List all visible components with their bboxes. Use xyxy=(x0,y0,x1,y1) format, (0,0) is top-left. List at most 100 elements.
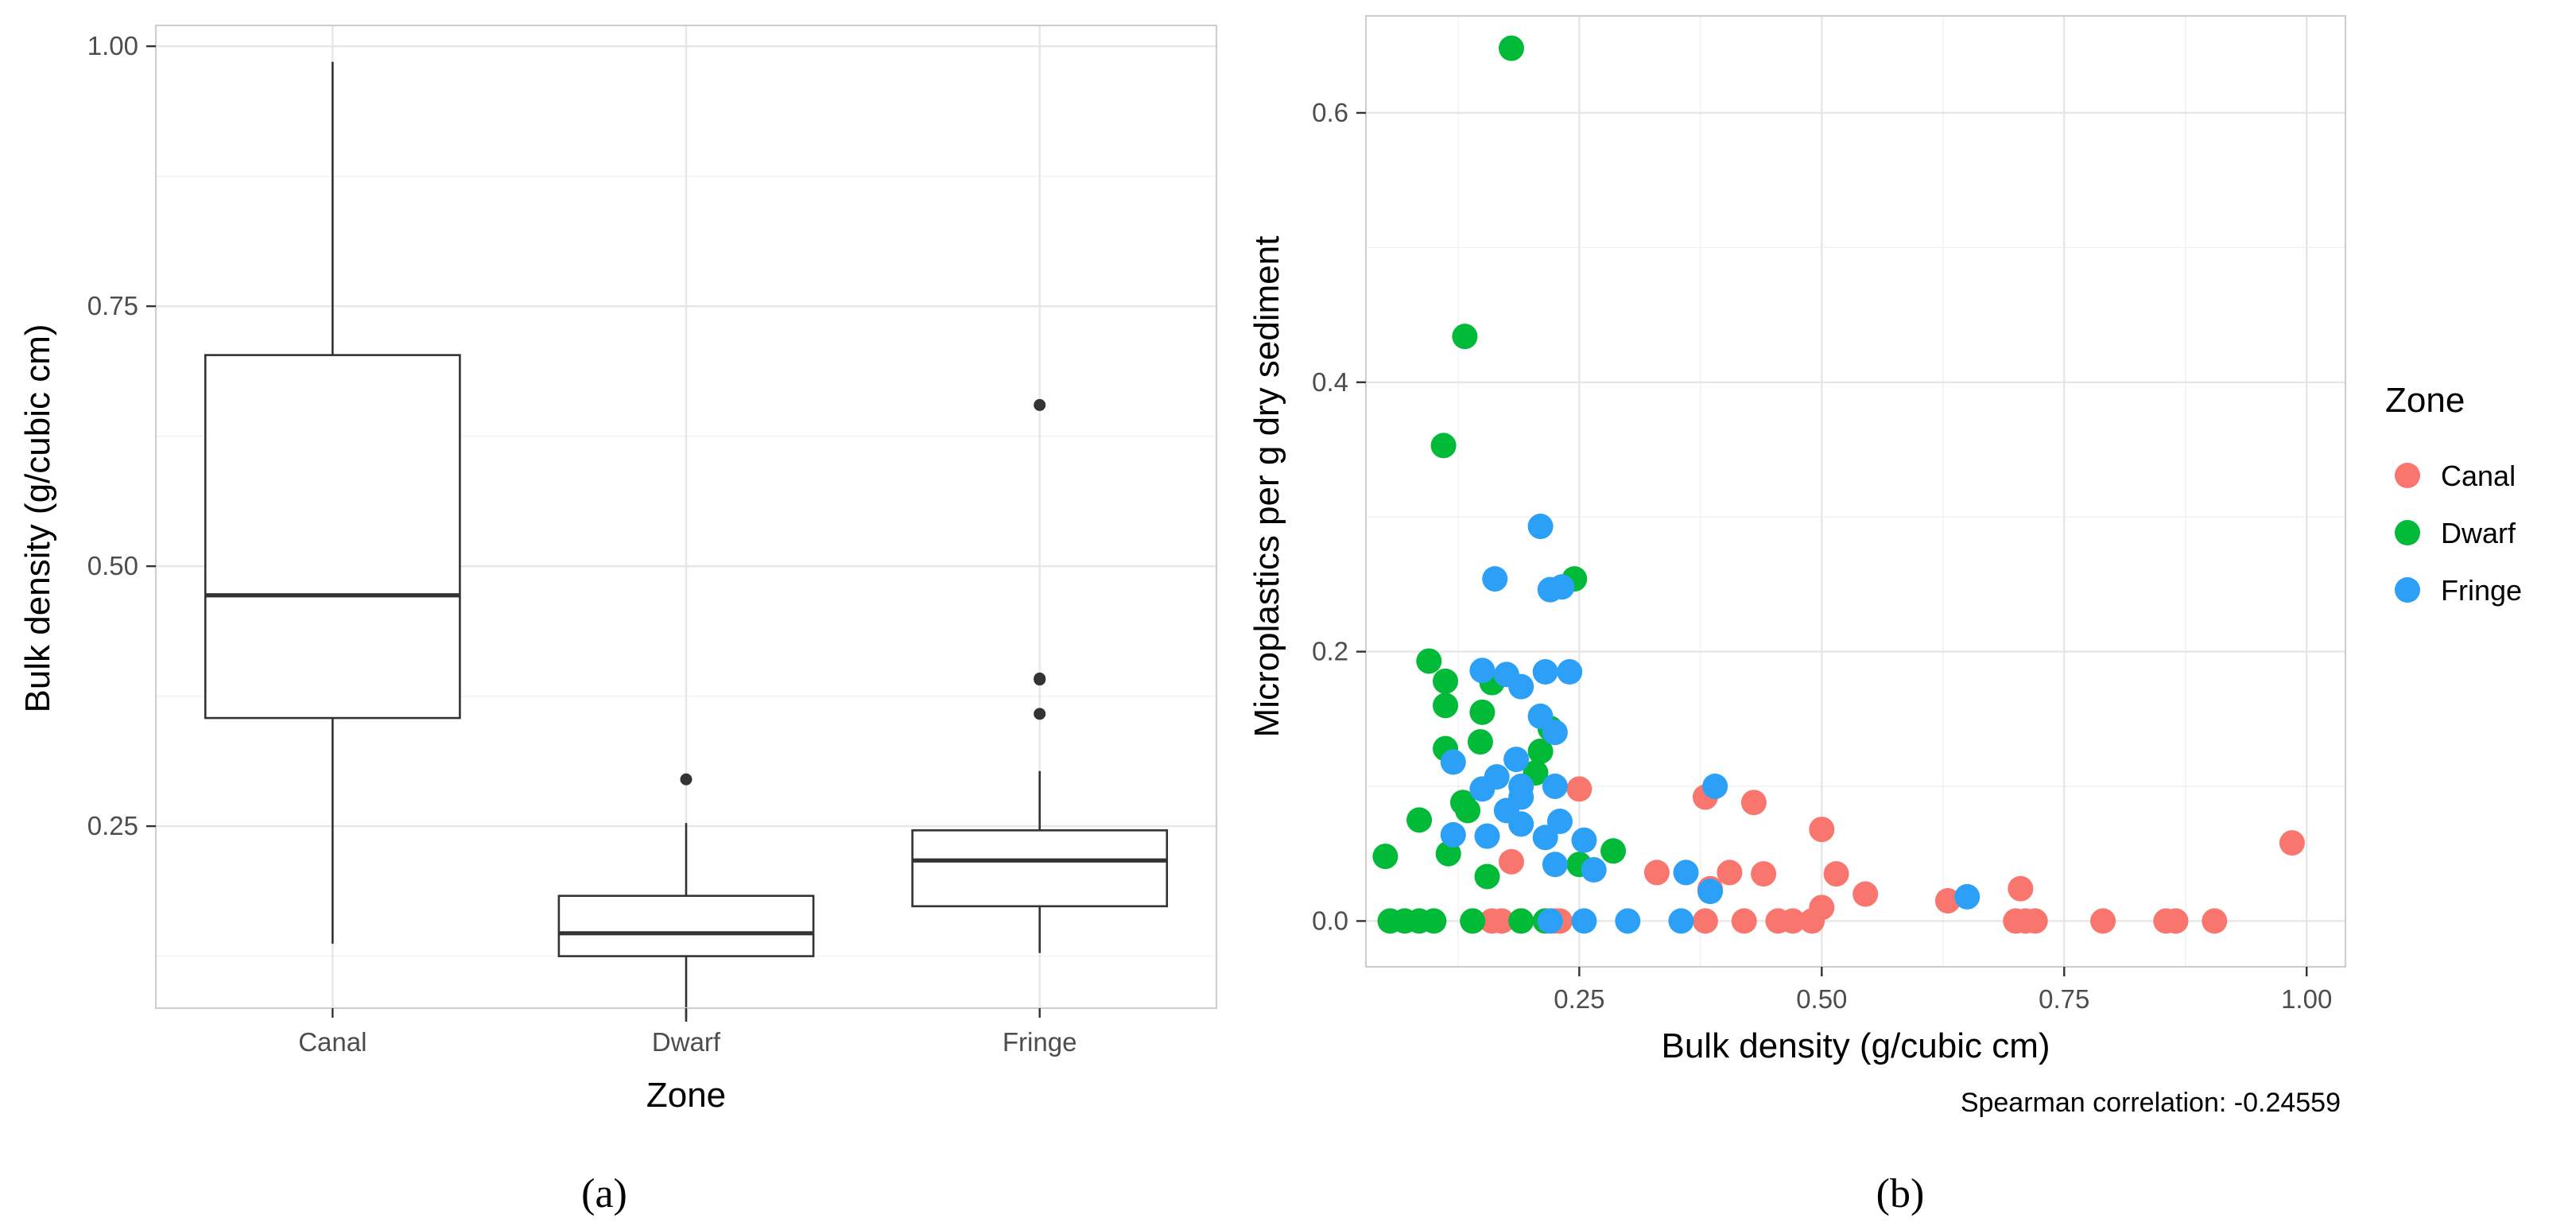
canal-point xyxy=(1823,861,1849,887)
series-fringe xyxy=(1440,514,1980,934)
dwarf-point xyxy=(1600,838,1627,864)
fringe-point xyxy=(1482,566,1508,592)
canal-point xyxy=(1809,817,1835,843)
canal-point xyxy=(2202,908,2228,934)
boxplot-panel: 0.25 0.50 0.75 1.00 Canal Dwarf Fringe Zone B… xyxy=(18,24,1218,1115)
x-tick-label: Canal xyxy=(298,1027,367,1057)
canal-point xyxy=(1643,859,1670,886)
legend-swatch xyxy=(2395,463,2420,488)
fringe-point xyxy=(1474,823,1500,849)
x-tick-label: 0.75 xyxy=(2039,984,2089,1014)
fringe-point xyxy=(1527,703,1554,729)
fringe-point xyxy=(1954,883,1980,910)
dwarf-point xyxy=(1421,908,1447,934)
fringe-point xyxy=(1508,811,1534,837)
legend-item-fringe: Fringe xyxy=(2395,574,2522,607)
legend-item-canal: Canal xyxy=(2395,460,2516,492)
dwarf-point xyxy=(1527,738,1554,764)
fringe-point xyxy=(1546,809,1573,835)
dwarf-point xyxy=(1460,908,1486,934)
scatter-points xyxy=(1372,35,2305,934)
fringe-point xyxy=(1571,827,1597,853)
box-fringe xyxy=(911,398,1169,953)
fringe-point xyxy=(1571,908,1597,934)
fringe-point xyxy=(1508,673,1534,700)
fringe-point xyxy=(1668,908,1694,934)
fringe-point xyxy=(1527,514,1554,540)
x-tick-label: 0.25 xyxy=(1554,984,1604,1014)
legend-item-dwarf: Dwarf xyxy=(2395,517,2516,549)
y-tick-label: 0.50 xyxy=(87,551,138,580)
canal-point xyxy=(1934,887,1961,914)
x-tick-label: Dwarf xyxy=(652,1027,721,1057)
scatter-plot-area xyxy=(1366,16,2345,967)
fringe-point xyxy=(1581,857,1607,883)
dwarf-point xyxy=(1498,35,1524,61)
canal-point xyxy=(1692,908,1718,934)
legend-label: Canal xyxy=(2441,460,2516,492)
boxplot-y-ticks: 0.25 0.50 0.75 1.00 xyxy=(87,31,156,840)
dwarf-point xyxy=(1469,699,1496,725)
x-tick-label: 0.50 xyxy=(1796,984,1847,1014)
box-dwarf xyxy=(557,773,815,1022)
legend-swatch xyxy=(2395,577,2420,603)
spearman-annotation: Spearman correlation: -0.24559 xyxy=(1961,1088,2341,1118)
legend-label: Fringe xyxy=(2441,574,2522,607)
canal-point xyxy=(1498,848,1524,875)
canal-point xyxy=(1731,908,1757,934)
fringe-point xyxy=(1697,879,1724,905)
fringe-point xyxy=(1549,574,1575,600)
y-tick-label: 0.25 xyxy=(87,811,138,840)
fringe-point xyxy=(1542,720,1568,746)
fringe-point xyxy=(1440,749,1466,775)
outlier-point xyxy=(1034,672,1046,685)
y-tick-label: 0.4 xyxy=(1312,367,1348,397)
iqr-box xyxy=(204,354,461,720)
fringe-point xyxy=(1469,658,1496,684)
fringe-point xyxy=(1469,776,1496,802)
y-tick-label: 0.75 xyxy=(87,291,138,320)
canal-point xyxy=(1751,861,1777,887)
fringe-point xyxy=(1673,859,1699,886)
scatter-x-ticks: 0.25 0.50 0.75 1.00 xyxy=(1554,967,2332,1014)
scatter-y-ticks: 0.0 0.2 0.4 0.6 xyxy=(1312,98,1366,935)
boxplot-x-ticks: Canal Dwarf Fringe xyxy=(298,1008,1077,1057)
fringe-point xyxy=(1537,908,1563,934)
scatter-x-axis-title: Bulk density (g/cubic cm) xyxy=(1661,1026,2050,1065)
fringe-point xyxy=(1702,773,1728,799)
dwarf-point xyxy=(1467,729,1493,755)
canal-point xyxy=(1717,859,1743,886)
canal-point xyxy=(1488,908,1515,934)
legend: Zone Canal Dwarf Fringe xyxy=(2385,381,2522,607)
legend-items: Canal Dwarf Fringe xyxy=(2395,460,2522,607)
outlier-point xyxy=(1034,708,1046,720)
fringe-point xyxy=(1440,821,1466,848)
dwarf-point xyxy=(1508,908,1534,934)
dwarf-point xyxy=(1433,668,1459,694)
canal-point xyxy=(2163,908,2189,934)
boxplot-boxes xyxy=(204,61,1169,1022)
iqr-box xyxy=(557,894,815,957)
canal-point xyxy=(1852,881,1879,907)
dwarf-point xyxy=(1433,693,1459,719)
dwarf-point xyxy=(1416,648,1442,674)
boxplot-y-axis-title: Bulk density (g/cubic cm) xyxy=(18,324,57,712)
fringe-point xyxy=(1503,747,1530,773)
dwarf-point xyxy=(1452,324,1478,350)
boxplot-x-axis-title: Zone xyxy=(646,1076,726,1115)
fringe-point xyxy=(1532,824,1558,851)
dwarf-point xyxy=(1455,797,1481,824)
legend-swatch xyxy=(2395,520,2420,545)
outlier-point xyxy=(1034,398,1046,411)
canal-point xyxy=(1740,790,1767,816)
fringe-point xyxy=(1615,908,1641,934)
fringe-point xyxy=(1542,773,1568,799)
y-tick-label: 0.2 xyxy=(1312,637,1348,666)
legend-label: Dwarf xyxy=(2441,517,2516,549)
box-canal xyxy=(204,61,461,944)
fringe-point xyxy=(1542,852,1568,878)
y-tick-label: 0.0 xyxy=(1312,906,1348,935)
panel-a-label: (a) xyxy=(581,1171,627,1216)
canal-point xyxy=(2090,908,2116,934)
